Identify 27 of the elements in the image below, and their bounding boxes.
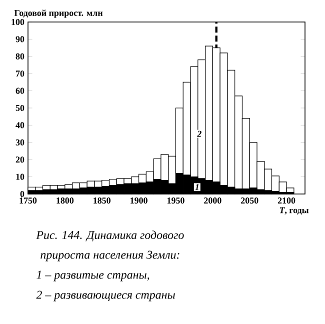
x-tick-label: 1850 <box>94 198 110 204</box>
x-tick-label: 1750 <box>20 198 37 204</box>
y-tick-label: 60 <box>16 88 24 94</box>
y-tick-label: 90 <box>16 36 24 42</box>
x-tick-label: 2000 <box>204 198 222 204</box>
x-tick-label: 1950 <box>167 198 184 204</box>
y-tick-label: 50 <box>16 104 24 112</box>
y-axis-title: Годовой прирост. млн <box>14 10 103 18</box>
annotation: 2 <box>197 130 202 137</box>
x-axis-title: T, годы <box>280 207 309 215</box>
text: 2 – развивающиеся страны <box>36 290 175 302</box>
x-tick-label: 1800 <box>56 198 74 204</box>
y-tick-label: 10 <box>16 174 24 180</box>
x-tick-label: 2100 <box>278 198 296 204</box>
y-tick-label: 20 <box>16 156 24 163</box>
x-tick-label: 2050 <box>241 198 258 204</box>
x-tick-label: 1900 <box>130 198 148 204</box>
y-tick-label: 40 <box>16 122 24 128</box>
text: Рис. 144. Динамика годового <box>36 230 184 242</box>
text: 1 – развитые страны, <box>36 270 150 282</box>
y-tick-label: 70 <box>16 70 24 77</box>
y-tick-label: 100 <box>12 18 24 26</box>
text: прироста населения Земли: <box>40 250 180 262</box>
annotation: 1 <box>195 184 198 190</box>
y-tick-label: 30 <box>16 139 24 146</box>
y-tick-label: 0 <box>20 190 24 198</box>
y-tick-label: 80 <box>16 53 24 60</box>
